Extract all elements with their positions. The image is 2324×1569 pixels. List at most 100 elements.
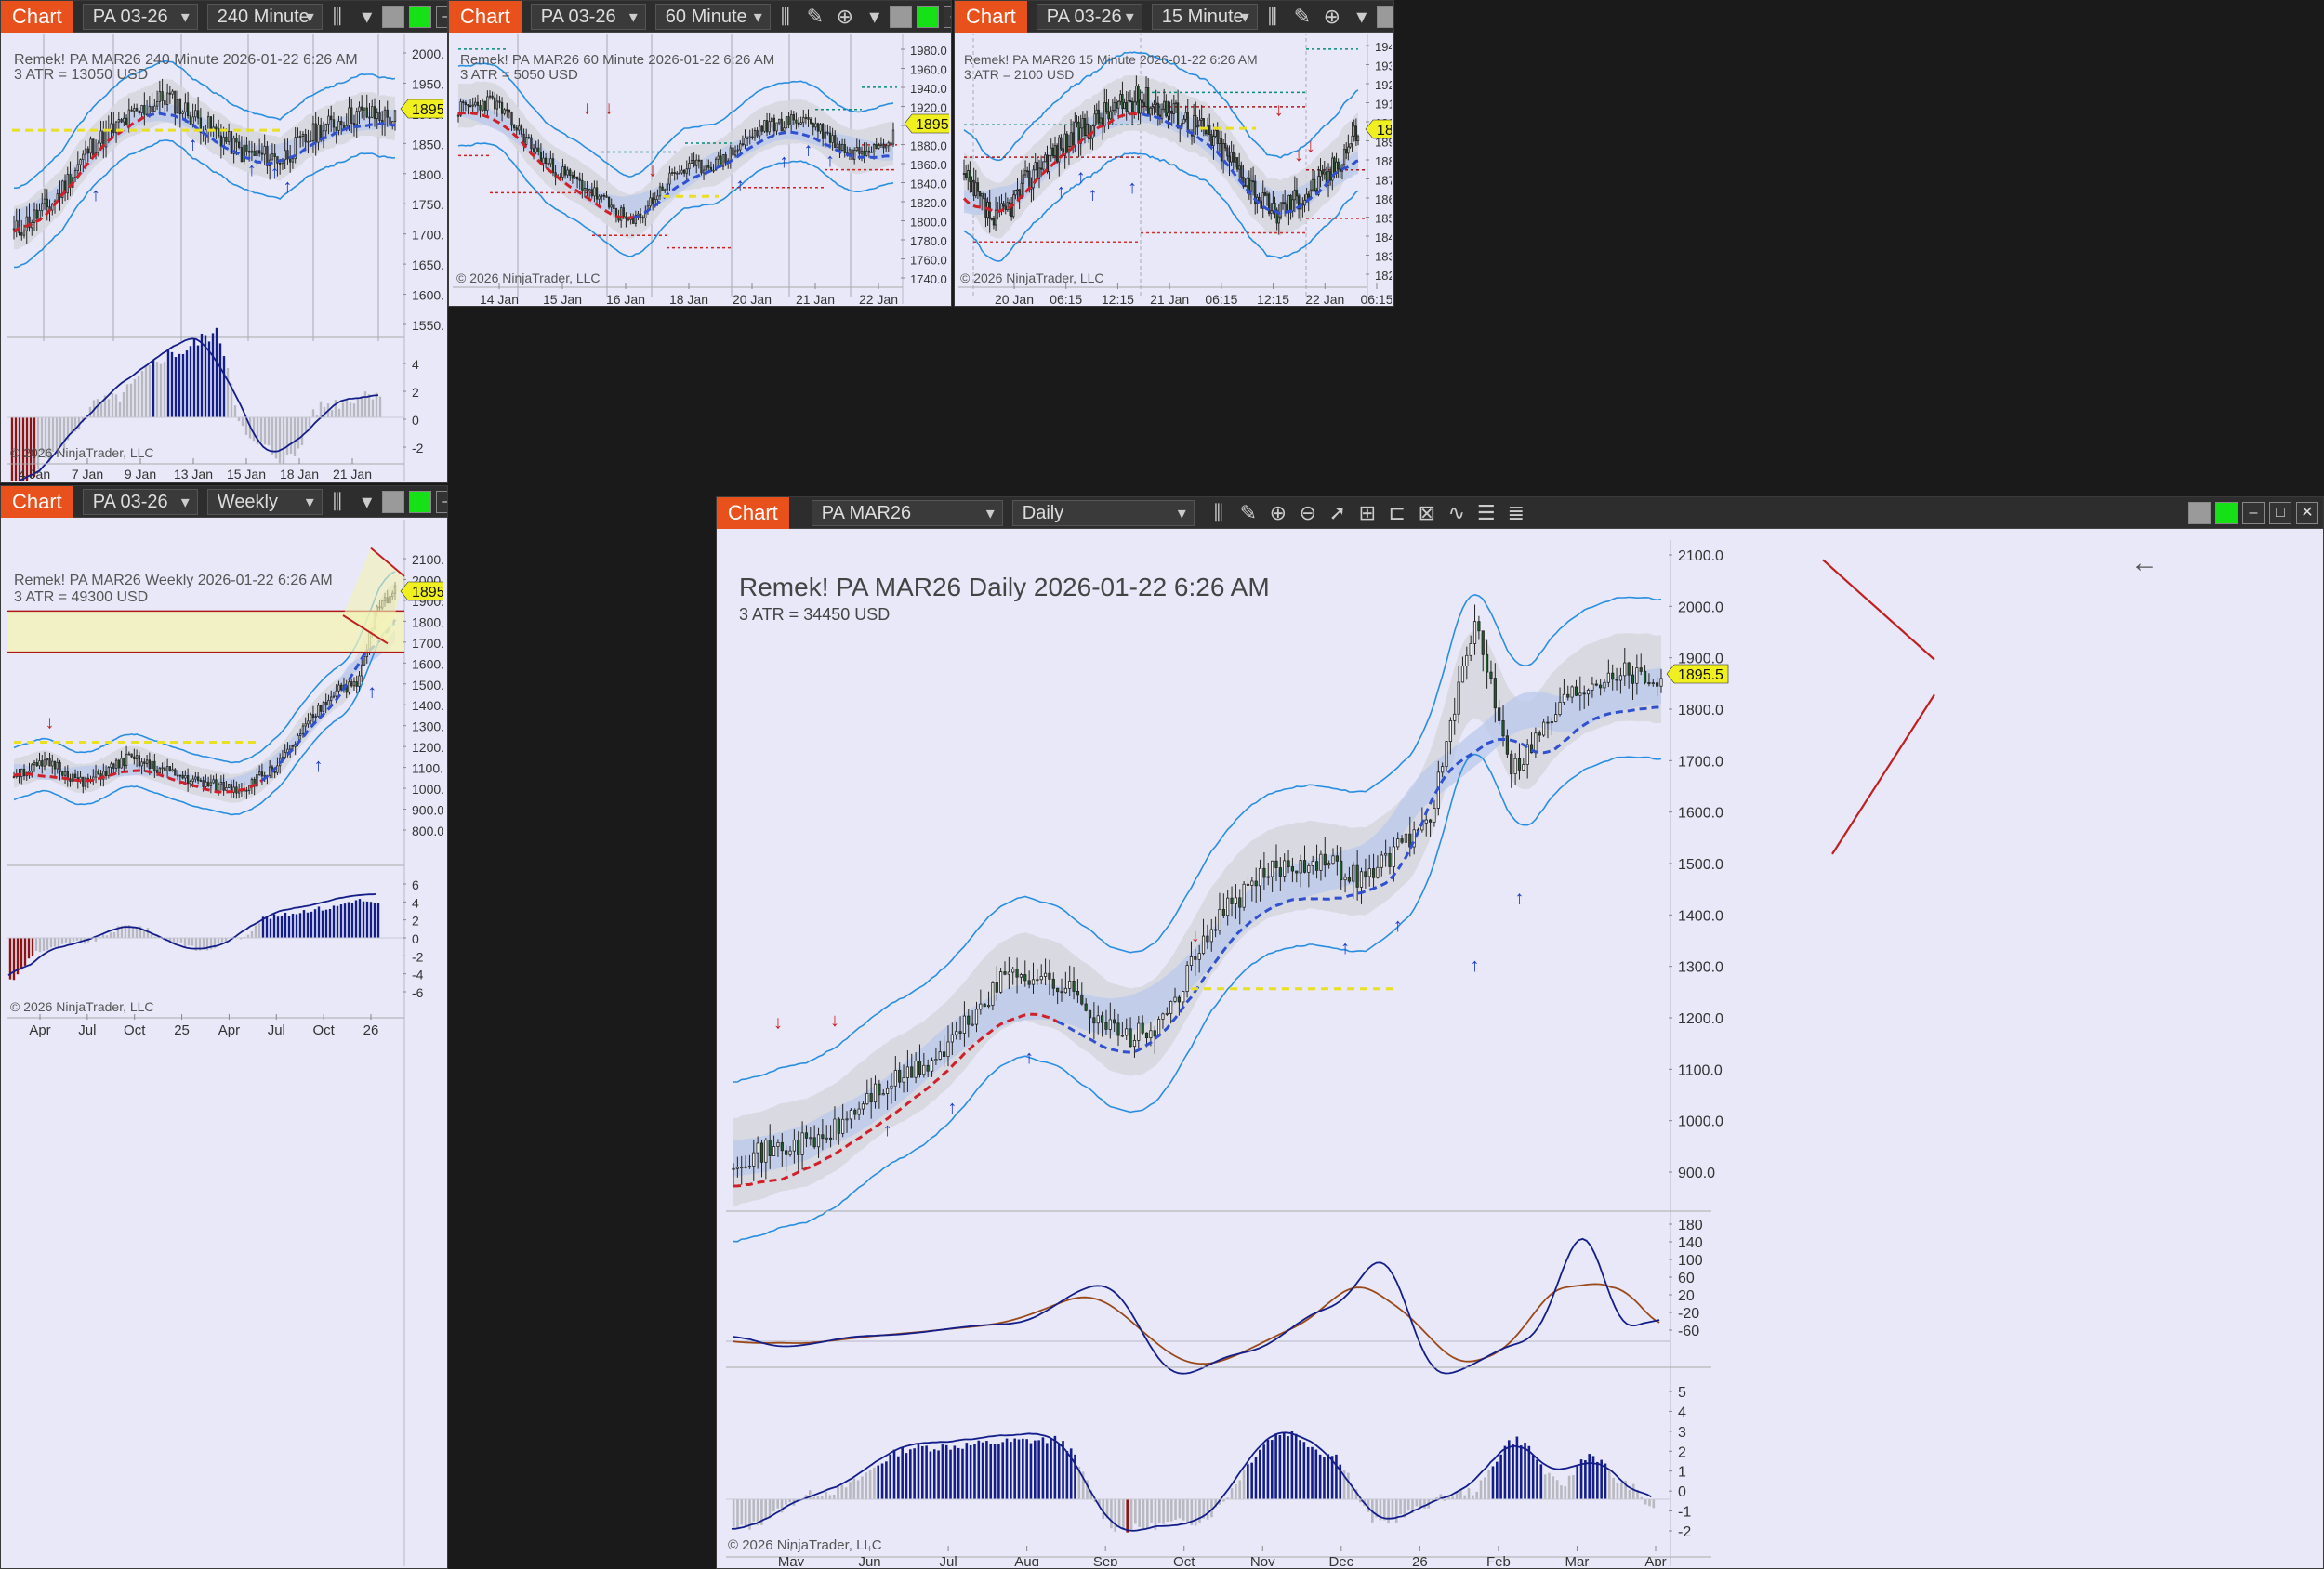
atr-label: 3 ATR = 13050 USD xyxy=(14,67,148,83)
candle-body xyxy=(598,195,601,200)
macd-histogram-bar xyxy=(373,903,376,938)
chart-panel[interactable]: ↓ ↓ ↓ ↑ ↑ ↑ ↑ Remek! PA MAR26 60 Minute 2026-01… xyxy=(453,34,949,304)
candle-body xyxy=(247,151,251,153)
instrument-selector[interactable]: PA 03-26 ▾ xyxy=(82,488,198,515)
zoom-in-icon[interactable]: ⊕ xyxy=(1323,4,1341,28)
templates-icon[interactable]: ⊏ xyxy=(1388,500,1406,524)
data-box-icon[interactable]: ⊞ xyxy=(1358,500,1377,524)
macd-histogram-bar xyxy=(1484,1477,1486,1499)
zoom-in-icon[interactable]: ⊕ xyxy=(836,4,854,28)
candle-body xyxy=(804,1132,809,1139)
strategies-icon[interactable]: ⊠ xyxy=(1418,500,1436,524)
zoom-in-icon[interactable]: ⊕ xyxy=(1269,500,1287,524)
link-button[interactable] xyxy=(2188,501,2211,524)
candle-body xyxy=(260,152,264,155)
indicators-icon[interactable]: ∿ xyxy=(1447,500,1466,524)
maximize-icon[interactable]: □ xyxy=(2269,501,2291,524)
period-selector[interactable]: Weekly ▾ xyxy=(206,488,323,515)
dropdown-arrow-icon[interactable]: ▾ xyxy=(1356,4,1367,28)
chart-panel[interactable]: ↓ ↑ ↑ Remek! PA MAR26 Weekly 2026-01-22 6:2… xyxy=(7,520,443,1566)
pencil-icon[interactable]: ✎ xyxy=(806,4,825,28)
macd-histogram-bar xyxy=(36,417,40,470)
macd-histogram-bar xyxy=(748,1499,751,1530)
pointer-icon[interactable]: ➚ xyxy=(1328,500,1347,524)
candle-body xyxy=(1230,152,1233,163)
zoom-out-icon[interactable]: ⊖ xyxy=(1299,500,1317,524)
candle-body xyxy=(1156,102,1159,116)
link-button[interactable] xyxy=(381,5,404,28)
candle-body xyxy=(1193,114,1195,137)
period-selector[interactable]: 240 Minute ▾ xyxy=(206,3,323,30)
bar-style-icon[interactable]: ⫼ xyxy=(332,4,342,28)
candle-body xyxy=(1647,681,1651,685)
candle-body xyxy=(865,1093,869,1105)
macd-histogram-bar xyxy=(1242,1469,1246,1499)
period-selector[interactable]: Daily ▾ xyxy=(1011,499,1195,526)
bar-style-icon[interactable]: ⫼ xyxy=(780,4,790,28)
pencil-icon[interactable]: ✎ xyxy=(1239,500,1258,524)
link-color-button[interactable] xyxy=(408,5,431,28)
minimize-icon[interactable]: – xyxy=(943,5,951,28)
macd-histogram-bar xyxy=(1114,1499,1117,1532)
instrument-selector[interactable]: PA MAR26 ▾ xyxy=(811,499,1003,526)
close-icon[interactable]: ✕ xyxy=(2296,501,2318,524)
macd-histogram-bar xyxy=(280,916,284,938)
link-color-button[interactable] xyxy=(2215,501,2238,524)
minimize-icon[interactable]: – xyxy=(435,490,447,513)
bar-style-icon[interactable]: ⫼ xyxy=(332,489,342,513)
chart-menu-button[interactable]: Chart xyxy=(449,1,522,33)
back-arrow-icon[interactable]: ← xyxy=(2131,547,2159,578)
list-icon[interactable]: ≣ xyxy=(1507,500,1525,524)
instrument-selector[interactable]: PA 03-26 ▾ xyxy=(1036,3,1142,30)
trendline xyxy=(1831,693,1935,855)
chart-menu-button[interactable]: Chart xyxy=(717,497,789,529)
minimize-icon[interactable]: – xyxy=(2242,501,2265,524)
candle-body xyxy=(890,1085,893,1089)
dropdown-arrow-icon[interactable]: ▾ xyxy=(869,4,880,28)
period-selector[interactable]: 60 Minute ▾ xyxy=(654,3,771,30)
macd-histogram-bar xyxy=(378,396,382,417)
period-selector[interactable]: 15 Minute ▾ xyxy=(1151,3,1258,30)
macd-histogram-bar xyxy=(274,417,278,459)
macd-histogram-bar xyxy=(261,916,265,938)
macd-histogram-bar xyxy=(785,1499,787,1505)
dropdown-arrow-icon[interactable]: ▾ xyxy=(362,489,373,513)
chart-panel[interactable]: ↓ ↓ ↑ ↑ ↑ ↓ ↑ ↑ ↑ ↑ Remek! PA MAR26 Daily 2026-01-… xyxy=(726,540,2321,1566)
macd-histogram-bar xyxy=(207,341,211,417)
chevron-down-icon: ▾ xyxy=(1177,503,1186,522)
macd-histogram-bar xyxy=(788,1499,791,1503)
candle-body xyxy=(828,1137,833,1140)
link-button[interactable] xyxy=(381,490,404,513)
candle-body xyxy=(1254,880,1258,887)
chart-toolbar: Chart PA 03-26▾ 60 Minute▾ ⫼ ✎ ⊕ ▾ – □ ✕ xyxy=(449,1,951,33)
bar-style-icon[interactable]: ⫼ xyxy=(1267,4,1277,28)
link-button[interactable] xyxy=(889,5,912,28)
last-price-label: 1895.5 xyxy=(1377,123,1392,138)
bar-style-icon[interactable]: ⫼ xyxy=(1213,500,1223,524)
candle-body xyxy=(1008,202,1011,204)
macd-histogram-bar xyxy=(1636,1489,1639,1499)
chart-panel[interactable]: ↑ ↑ ↑ ↑ ↑ Remek! PA MAR26 240 Minute 2026-01-… xyxy=(7,34,443,481)
macd-histogram-bar xyxy=(38,938,42,953)
chart-panel[interactable]: ↑ ↑ ↑ ↑ ↓ ↓ ↓ Remek! PA MAR26 15 Minute 2026-01… xyxy=(958,34,1392,304)
macd-histogram-bar xyxy=(917,1443,920,1499)
candle-body xyxy=(1297,195,1301,210)
macd-histogram-bar xyxy=(155,362,159,417)
chart-menu-button[interactable]: Chart xyxy=(955,1,1027,33)
properties-icon[interactable]: ☰ xyxy=(1476,500,1496,524)
candle-body xyxy=(89,138,92,154)
dropdown-arrow-icon[interactable]: ▾ xyxy=(362,4,373,28)
last-price-tag xyxy=(400,99,443,119)
link-button[interactable] xyxy=(1376,5,1393,28)
instrument-selector[interactable]: PA 03-26 ▾ xyxy=(82,3,198,30)
minimize-icon[interactable]: – xyxy=(435,5,447,28)
instrument-selector[interactable]: PA 03-26 ▾ xyxy=(530,3,646,30)
chart-menu-button[interactable]: Chart xyxy=(1,486,73,518)
chart-menu-button[interactable]: Chart xyxy=(1,1,73,33)
macd-histogram-bar xyxy=(1250,1462,1253,1499)
candle-body xyxy=(1603,681,1606,689)
pencil-icon[interactable]: ✎ xyxy=(1293,4,1312,28)
link-color-button[interactable] xyxy=(408,490,431,513)
candle-body xyxy=(1103,102,1106,127)
link-color-button[interactable] xyxy=(916,5,939,28)
